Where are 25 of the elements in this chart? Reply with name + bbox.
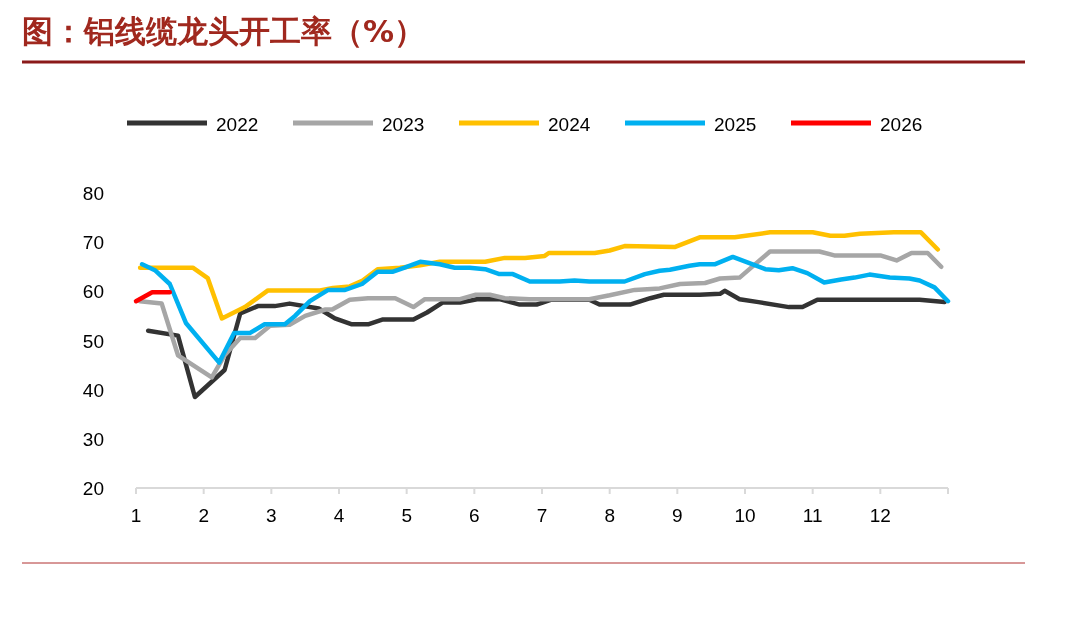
- y-tick-label: 20: [82, 478, 104, 499]
- x-tick-label: 7: [536, 505, 548, 526]
- legend-label: 2026: [880, 114, 923, 135]
- y-tick-label: 30: [82, 428, 104, 450]
- x-tick-label: 11: [802, 505, 823, 526]
- x-tick-label: 10: [734, 505, 756, 526]
- x-tick-label: 2: [198, 505, 209, 526]
- x-tick-label: 4: [333, 505, 345, 526]
- y-tick-label: 70: [82, 232, 104, 254]
- x-tick-label: 5: [401, 505, 412, 526]
- y-tick-label: 50: [82, 330, 104, 352]
- legend-label: 2022: [216, 114, 259, 135]
- y-tick-label: 80: [82, 183, 104, 204]
- x-tick-label: 1: [130, 505, 142, 526]
- legend-label: 2023: [382, 114, 425, 135]
- x-tick-label: 8: [604, 505, 615, 526]
- x-tick-label: 3: [266, 505, 277, 526]
- y-tick-label: 60: [82, 281, 104, 303]
- x-tick-label: 9: [672, 505, 683, 526]
- x-tick-label: 6: [469, 505, 480, 526]
- legend-label: 2025: [714, 114, 757, 135]
- title: 图：铝线缆龙头开工率（%）: [22, 13, 426, 49]
- x-tick-label: 12: [869, 505, 891, 526]
- legend-label: 2024: [548, 114, 591, 135]
- y-tick-label: 40: [82, 379, 104, 401]
